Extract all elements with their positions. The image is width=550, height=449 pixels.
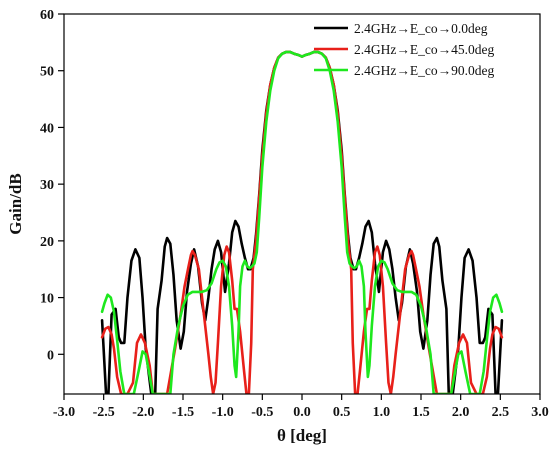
y-tick-label: 40 <box>40 121 54 136</box>
x-tick-label: 3.0 <box>531 405 549 420</box>
series-line-1 <box>100 50 504 394</box>
x-tick-label: -3.0 <box>53 405 75 420</box>
x-axis-title: θ [deg] <box>277 426 327 445</box>
series-layer <box>100 50 504 394</box>
x-tick-label: 2.5 <box>492 405 510 420</box>
y-tick-label: 20 <box>40 235 54 250</box>
legend: 2.4GHz→E_co→0.0deg 2.4GHz→E_co→45.0deg 2.4… <box>314 21 494 78</box>
x-tick-label: -1.0 <box>212 405 234 420</box>
x-tick-label: 2.0 <box>452 405 470 420</box>
legend-label-0: 2.4GHz→E_co→0.0deg <box>354 21 488 36</box>
legend-label-2: 2.4GHz→E_co→90.0deg <box>354 63 494 78</box>
y-axis-ticks: 0 10 20 30 40 50 60 <box>40 8 64 363</box>
y-tick-label: 10 <box>40 292 54 307</box>
legend-label-1: 2.4GHz→E_co→45.0deg <box>354 42 494 57</box>
x-tick-label: 0.5 <box>333 405 351 420</box>
y-tick-label: 30 <box>40 178 54 193</box>
x-tick-label: 1.0 <box>373 405 391 420</box>
y-tick-label: 60 <box>40 8 54 23</box>
x-axis-ticks: -3.0 -2.5 -2.0 -1.5 -1.0 -0.5 0.0 0.5 1.0 1.5 2.0 2… <box>53 394 549 420</box>
x-tick-label: -2.5 <box>93 405 115 420</box>
x-tick-label: -0.5 <box>251 405 273 420</box>
y-tick-label: 0 <box>47 348 54 363</box>
series-line-2 <box>100 50 504 394</box>
y-axis-title: Gain/dB <box>6 173 25 234</box>
x-tick-label: 1.5 <box>412 405 430 420</box>
y-tick-label: 50 <box>40 65 54 80</box>
x-tick-label: -2.0 <box>132 405 154 420</box>
x-tick-label: 0.0 <box>293 405 311 420</box>
series-line-0 <box>100 50 504 394</box>
x-tick-label: -1.5 <box>172 405 194 420</box>
